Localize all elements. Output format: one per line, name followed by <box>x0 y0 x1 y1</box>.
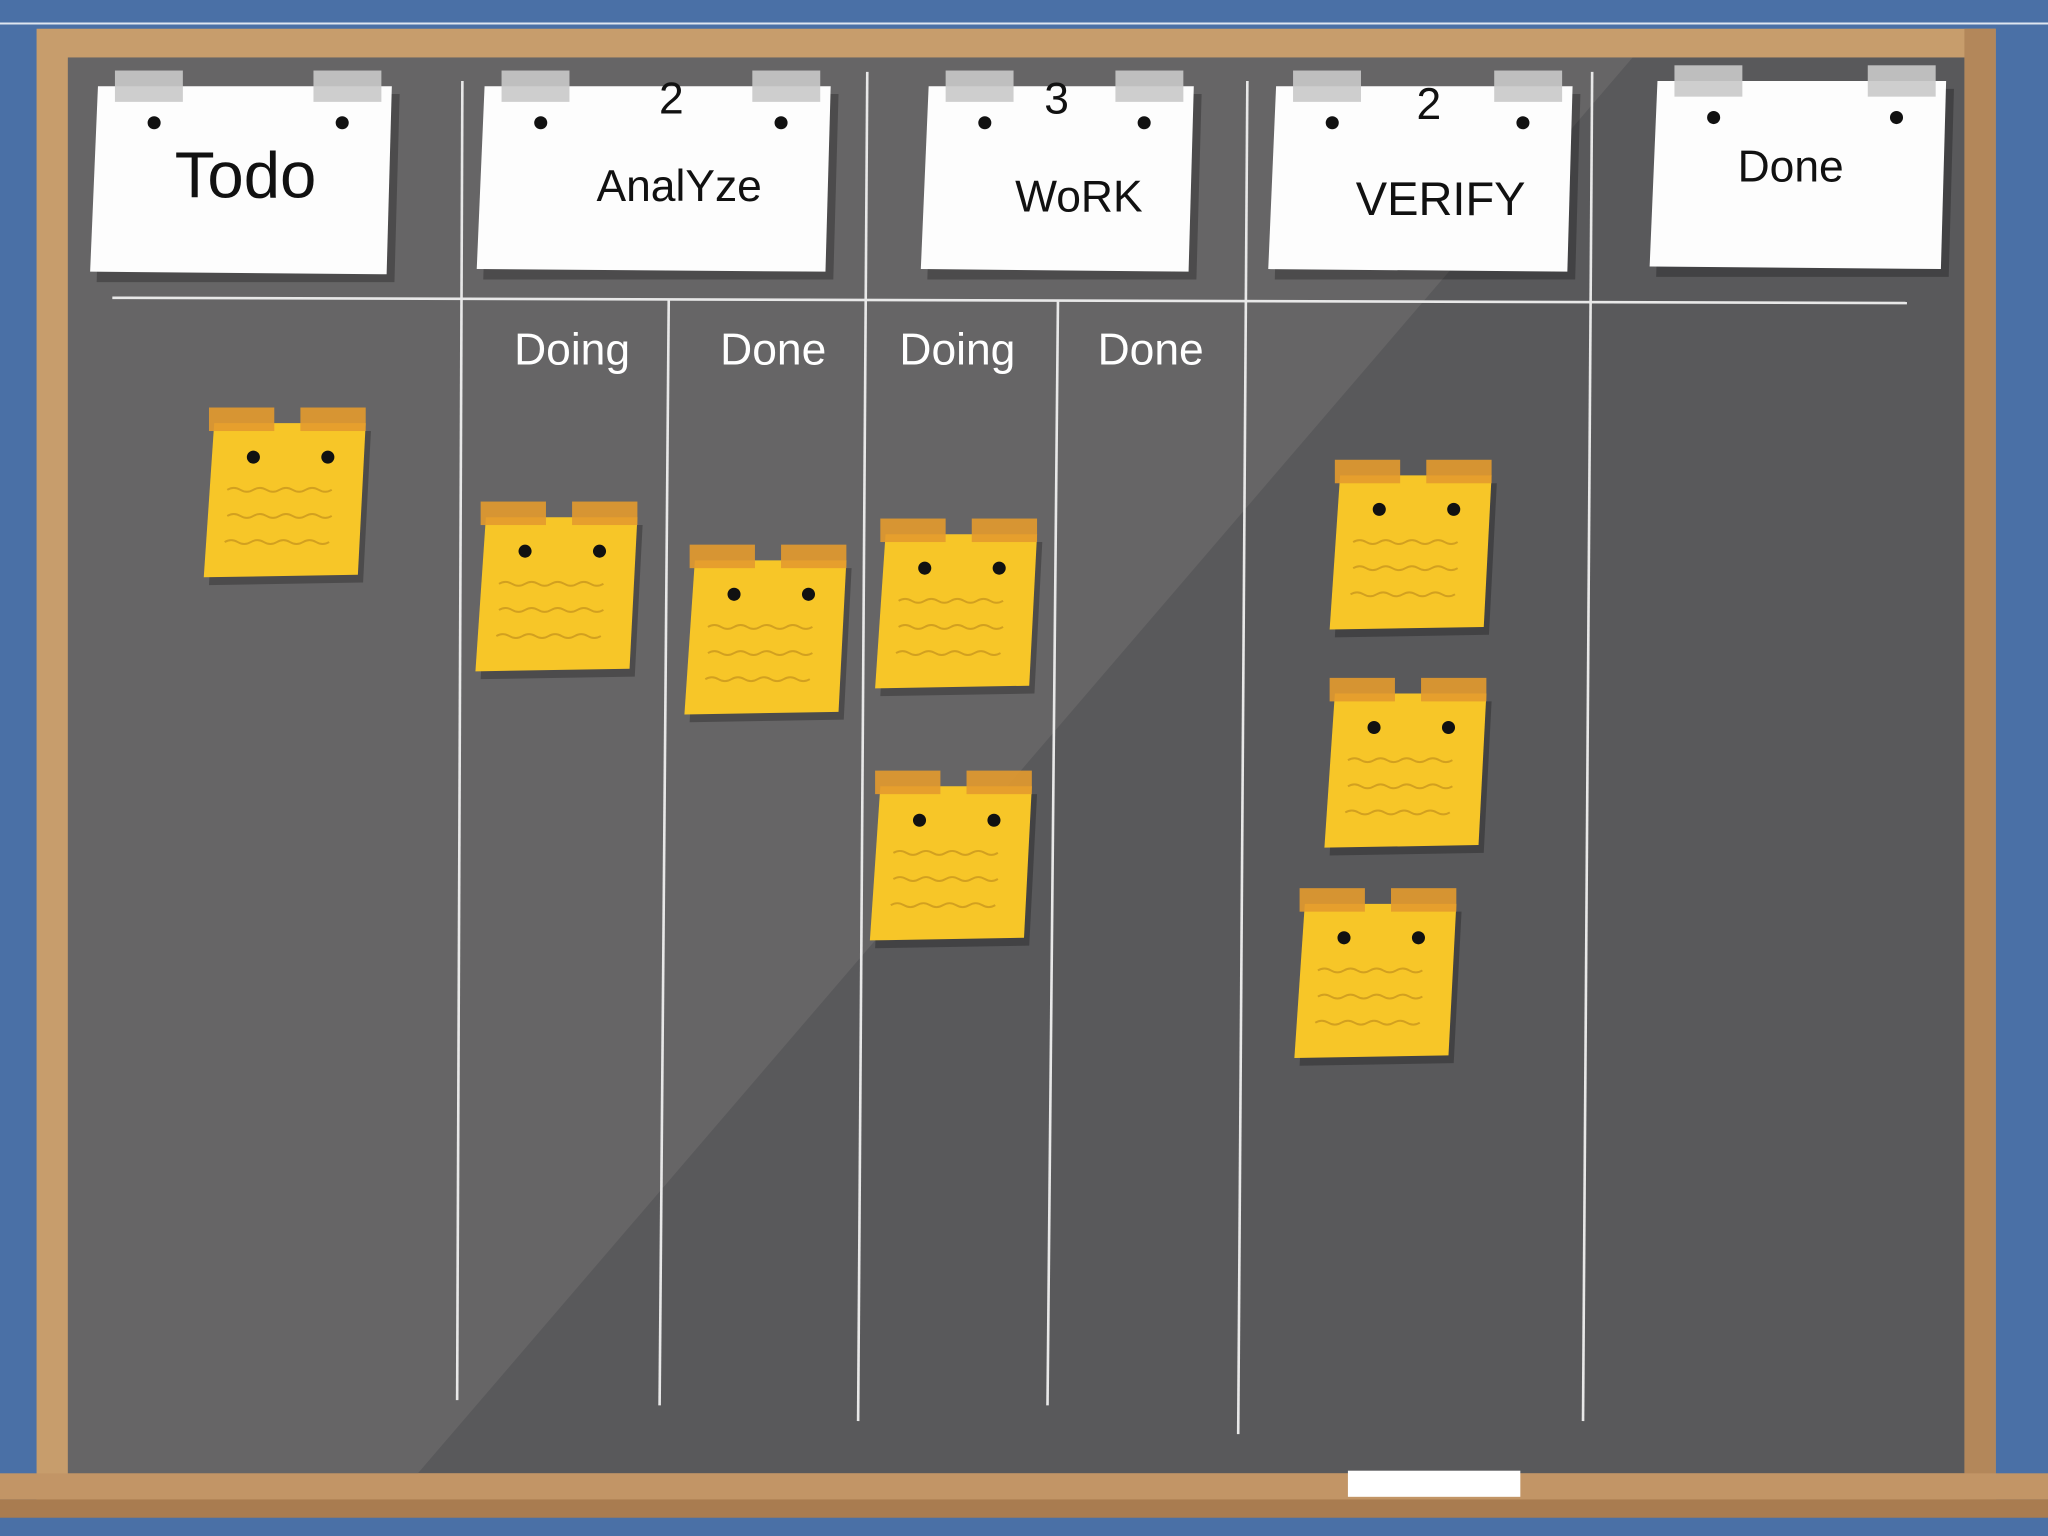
subcolumn-label: Doing <box>514 325 630 374</box>
pin-hole <box>1889 111 1904 125</box>
sticky-note <box>874 517 1044 698</box>
tape <box>1293 70 1361 102</box>
tape <box>1674 65 1743 97</box>
ledge-edge <box>0 1499 2048 1518</box>
subcolumn-label: Done <box>1098 325 1204 374</box>
card <box>476 86 831 272</box>
column-divider <box>455 80 464 1401</box>
tape <box>114 70 183 102</box>
column-title: WoRK <box>1015 173 1143 222</box>
frame-side <box>1964 28 1996 1505</box>
tape <box>1494 70 1563 102</box>
header-card: VERIFY 2 <box>1268 70 1581 280</box>
pin-hole <box>1325 116 1339 130</box>
pin-hole <box>147 116 161 130</box>
header-card: Done <box>1649 65 1954 277</box>
tape <box>1115 70 1184 102</box>
column-title: Done <box>1738 143 1844 192</box>
card <box>1649 80 1947 270</box>
tape <box>752 70 821 102</box>
pin-hole <box>978 116 992 130</box>
pin-hole <box>1707 111 1721 125</box>
tape <box>1867 65 1936 97</box>
card <box>920 86 1194 272</box>
column-title: VERIFY <box>1356 172 1526 225</box>
header-card: Todo <box>90 70 400 283</box>
subcolumn-label: Doing <box>899 325 1015 374</box>
column-divider <box>1236 80 1249 1435</box>
sticky-note <box>474 500 644 681</box>
sticky-note <box>868 769 1039 950</box>
header-card: WoRK 3 <box>920 70 1202 280</box>
chalk-lines <box>112 71 1907 1435</box>
card <box>1268 86 1573 272</box>
subcolumn-label: Done <box>720 325 826 374</box>
chalk-piece <box>1347 1470 1521 1497</box>
sticky-note <box>1293 887 1463 1067</box>
pin-hole <box>335 116 349 130</box>
subcolumn-divider <box>658 300 671 1406</box>
tape <box>501 70 570 102</box>
card <box>90 86 392 275</box>
tape <box>945 70 1014 102</box>
wip-limit: 2 <box>659 75 684 124</box>
pin-hole <box>534 116 548 130</box>
column-divider <box>856 71 869 1422</box>
header-cards: Todo AnalYze 2 WoRK 3 VERIFY 2 Done <box>90 65 1954 283</box>
header-card: AnalYze 2 <box>476 70 839 280</box>
sticky-note <box>1323 676 1493 857</box>
header-divider <box>112 296 1907 305</box>
sticky-note <box>202 406 372 587</box>
ledge <box>0 1473 2048 1500</box>
sticky-note <box>683 543 853 724</box>
pin-hole <box>1137 116 1151 130</box>
wip-limit: 3 <box>1044 75 1069 124</box>
pin-hole <box>1516 116 1530 130</box>
column-title: AnalYze <box>597 162 762 211</box>
wip-limit: 2 <box>1417 80 1442 129</box>
pin-hole <box>774 116 788 130</box>
sticky-note <box>1328 458 1498 639</box>
tape <box>313 70 382 102</box>
subcolumn-divider <box>1046 300 1060 1406</box>
column-title: Todo <box>175 138 317 211</box>
column-divider <box>1581 71 1594 1422</box>
